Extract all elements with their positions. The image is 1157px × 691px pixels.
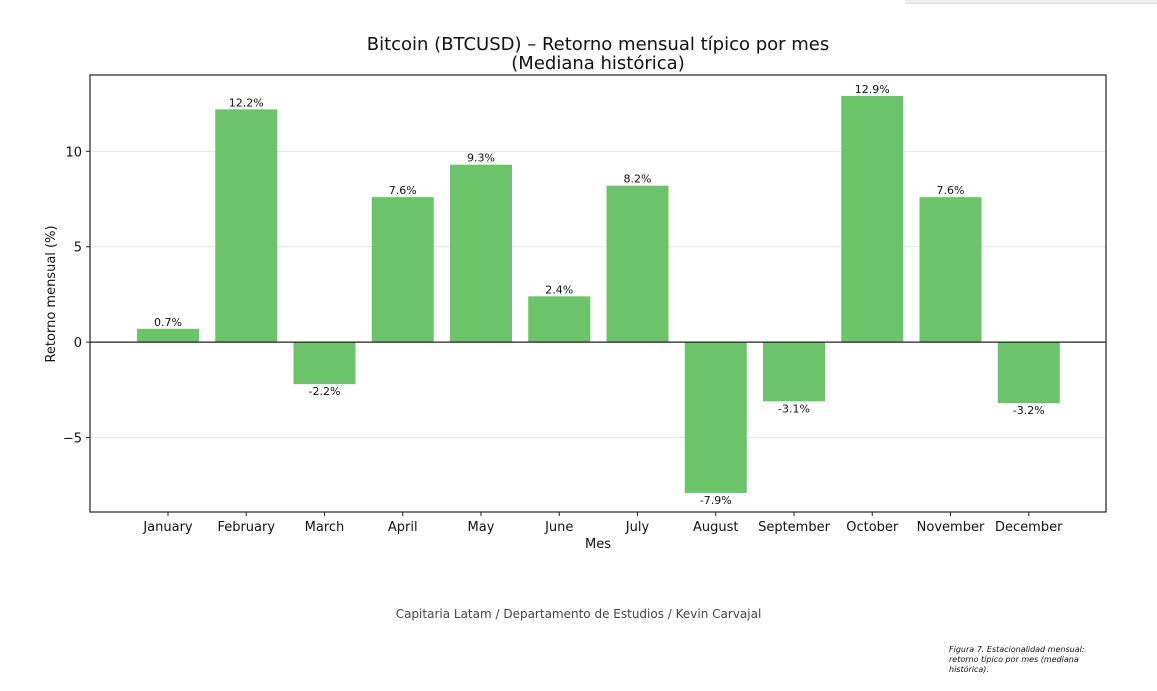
data-label: 8.2% (624, 173, 652, 186)
x-tick-label: December (995, 520, 1063, 535)
x-tick-label: January (142, 520, 193, 535)
data-label: 7.6% (389, 184, 417, 197)
y-tick-label: 0 (74, 336, 82, 351)
y-tick-label: 10 (65, 145, 82, 160)
plot-frame (89, 74, 1107, 513)
bar (606, 185, 669, 343)
y-tick-label: 5 (74, 241, 82, 256)
x-tick-label: May (468, 520, 495, 535)
x-tick-label: September (758, 520, 831, 535)
axis-layer: January February March April May June July Augu… (63, 74, 1107, 535)
bar (997, 342, 1060, 404)
y-axis-label: Retorno mensual (%) (44, 225, 59, 362)
bar (763, 342, 825, 402)
chart-title: Bitcoin (BTCUSD) – Retorno mensual típic… (367, 34, 830, 55)
bar-chart: Bitcoin (BTCUSD) – Retorno mensual típic… (44, 34, 1107, 552)
bar (215, 109, 278, 343)
x-tick-label: June (544, 520, 573, 535)
y-tick-label: −5 (63, 432, 82, 447)
x-tick-label: March (305, 520, 345, 535)
data-label: 0.7% (154, 316, 182, 329)
bar (528, 296, 591, 343)
x-tick-label: November (917, 520, 985, 535)
bar (450, 164, 512, 343)
x-tick-label: July (625, 520, 650, 535)
x-tick-label: October (846, 520, 899, 535)
top-edge-strip (905, 0, 1157, 4)
bar (684, 342, 747, 493)
data-label: 12.2% (229, 96, 264, 109)
bar (919, 197, 982, 343)
bar (841, 95, 904, 343)
figure-caption: Figura 7. Estacionalidad mensual: retorn… (949, 645, 1085, 674)
x-tick-label: April (388, 520, 418, 535)
bar (137, 328, 199, 343)
x-axis-label: Mes (585, 537, 611, 552)
data-label: 7.6% (937, 184, 965, 197)
data-label: 2.4% (545, 283, 573, 296)
data-label: -2.2% (309, 385, 341, 398)
bar (293, 342, 356, 385)
data-label: -3.2% (1013, 404, 1045, 417)
bars-layer (137, 95, 1060, 493)
bar (371, 197, 434, 343)
data-label: -3.1% (778, 402, 810, 415)
credit-line: Capitaria Latam / Departamento de Estudi… (395, 607, 762, 621)
x-tick-label: August (693, 520, 739, 535)
x-tick-label: February (217, 520, 275, 535)
data-label: 9.3% (467, 152, 495, 165)
chart-subtitle: (Mediana histórica) (511, 53, 684, 74)
data-label: 12.9% (855, 83, 890, 96)
data-labels-layer: 0.7% 12.2% -2.2% 7.6% 9.3% 2.4% 8.2% -7.9% -3.1%… (154, 83, 1045, 507)
data-label: -7.9% (700, 494, 732, 507)
